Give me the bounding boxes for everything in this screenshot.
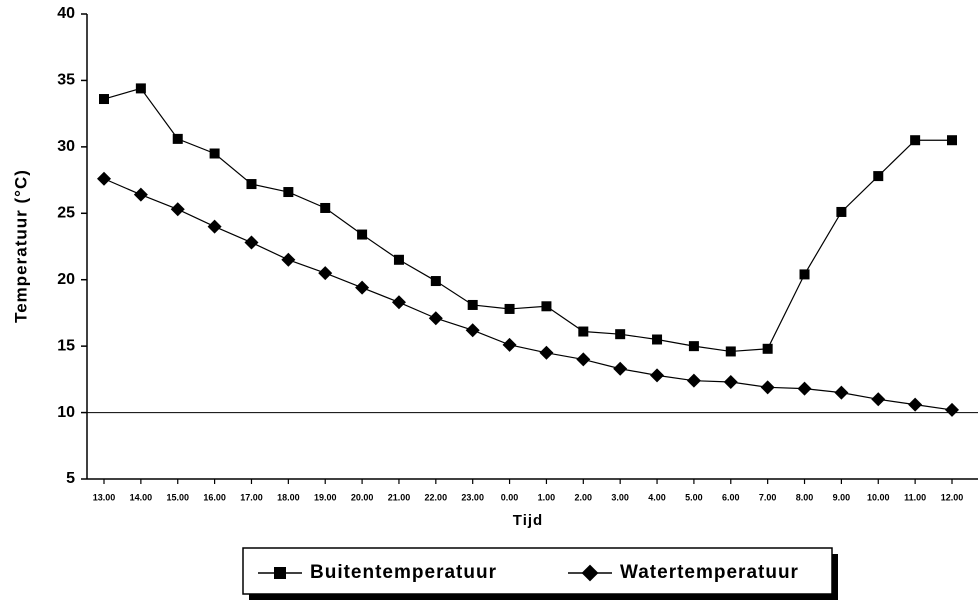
legend-label: Buitentemperatuur — [310, 562, 497, 583]
marker — [504, 303, 515, 314]
marker — [283, 187, 294, 198]
marker — [725, 346, 736, 357]
x-tick-label: 15.00 — [166, 492, 189, 502]
marker — [99, 94, 109, 105]
x-tick-label: 16.00 — [203, 492, 226, 502]
x-tick-label: 20.00 — [351, 492, 374, 502]
y-tick-label: 40 — [57, 5, 75, 22]
x-tick-label: 12.00 — [941, 492, 964, 502]
marker — [209, 148, 220, 159]
x-tick-label: 17.00 — [240, 492, 263, 502]
x-tick-label: 0.00 — [501, 492, 519, 502]
legend-label: Watertemperatuur — [620, 562, 799, 583]
marker — [797, 381, 812, 396]
marker — [576, 352, 591, 367]
x-tick-label: 2.00 — [575, 492, 593, 502]
marker — [686, 373, 701, 388]
marker — [172, 133, 183, 144]
x-tick-label: 4.00 — [648, 492, 666, 502]
marker — [246, 179, 257, 190]
marker — [688, 341, 699, 352]
y-tick-label: 10 — [57, 404, 75, 421]
marker — [910, 135, 921, 146]
x-tick-label: 3.00 — [611, 492, 629, 502]
marker — [393, 254, 404, 265]
y-tick-label: 5 — [66, 470, 75, 487]
marker — [834, 385, 849, 400]
y-axis-label: Temperatuur (°C) — [11, 169, 30, 323]
marker — [947, 135, 957, 146]
marker — [760, 380, 775, 395]
marker — [762, 343, 773, 354]
series-line — [103, 87, 952, 353]
marker — [578, 326, 589, 337]
x-tick-label: 23.00 — [461, 492, 484, 502]
marker — [799, 269, 810, 280]
marker — [320, 202, 331, 213]
marker — [945, 402, 959, 417]
marker — [613, 361, 628, 376]
x-tick-label: 5.00 — [685, 492, 703, 502]
marker — [170, 202, 185, 217]
x-tick-label: 9.00 — [833, 492, 851, 502]
marker — [391, 295, 406, 310]
legend-box — [242, 547, 833, 595]
marker — [836, 206, 847, 217]
legend-marker — [581, 564, 599, 582]
x-tick-label: 7.00 — [759, 492, 777, 502]
marker — [465, 323, 480, 338]
marker — [135, 83, 146, 94]
x-tick-label: 11.00 — [904, 492, 926, 502]
marker — [428, 311, 443, 326]
x-tick-label: 1.00 — [538, 492, 556, 502]
x-tick-label: 6.00 — [722, 492, 740, 502]
marker — [871, 392, 886, 407]
marker — [357, 229, 368, 240]
marker — [502, 337, 517, 352]
x-tick-label: 21.00 — [388, 492, 411, 502]
x-tick-label: 10.00 — [867, 492, 890, 502]
marker — [430, 276, 441, 287]
legend-marker — [274, 567, 286, 579]
marker — [133, 187, 148, 202]
marker — [97, 171, 111, 186]
marker — [539, 345, 554, 360]
y-tick-label: 20 — [57, 271, 75, 288]
y-tick-label: 35 — [57, 72, 75, 89]
marker — [318, 266, 333, 281]
marker — [615, 329, 626, 340]
x-tick-label: 14.00 — [130, 492, 153, 502]
marker — [652, 334, 663, 345]
marker — [244, 235, 259, 250]
marker — [467, 299, 478, 310]
x-tick-label: 18.00 — [277, 492, 300, 502]
x-axis-label: Tijd — [513, 512, 543, 529]
marker — [207, 219, 222, 234]
marker — [355, 280, 370, 295]
y-tick-label: 25 — [57, 205, 75, 222]
marker — [281, 252, 296, 267]
marker — [650, 368, 665, 383]
marker — [541, 301, 552, 312]
marker — [723, 375, 738, 390]
series-line — [103, 178, 953, 411]
x-tick-label: 8.00 — [796, 492, 814, 502]
marker — [873, 171, 884, 182]
x-tick-label: 22.00 — [425, 492, 448, 502]
y-tick-label: 15 — [57, 337, 75, 354]
x-tick-label: 19.00 — [314, 492, 337, 502]
x-tick-label: 13.00 — [93, 492, 116, 502]
marker — [908, 397, 923, 412]
y-tick-label: 30 — [57, 138, 75, 155]
